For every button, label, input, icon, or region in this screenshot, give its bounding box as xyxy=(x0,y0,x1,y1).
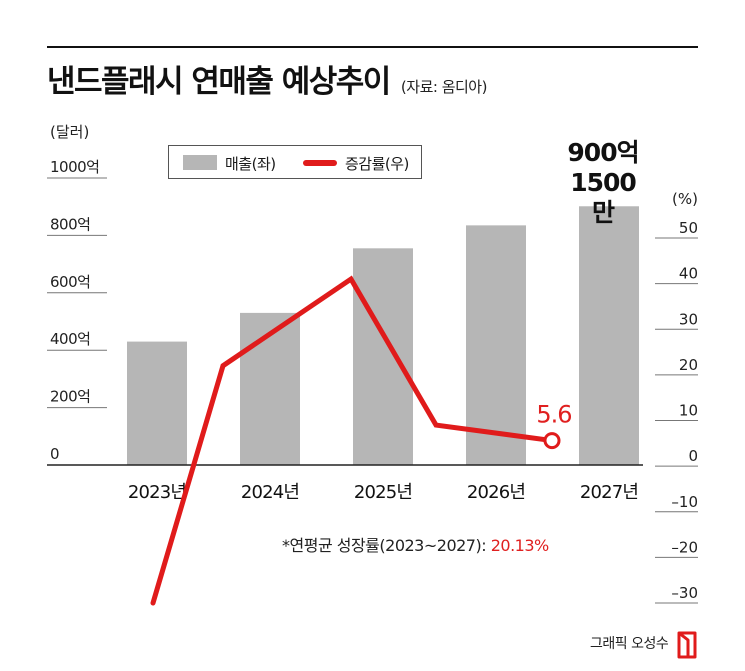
growth-line xyxy=(150,275,555,606)
right-tick-label: 20 xyxy=(679,356,698,374)
right-tick-label: 40 xyxy=(679,265,698,283)
growth-end-marker xyxy=(543,432,561,450)
right-tick-label: 30 xyxy=(679,310,698,328)
graphic-credit: 그래픽 오성수 xyxy=(590,636,669,652)
category-label: 2023년 xyxy=(128,482,186,503)
legend-bar-label: 매출(좌) xyxy=(225,155,276,173)
bar xyxy=(579,206,639,465)
right-tick-label: –10 xyxy=(671,493,698,511)
growth-note-prefix: *연평균 성장률(2023~2027): xyxy=(282,536,491,555)
chart-title: 낸드플래시 연매출 예상추이 xyxy=(47,64,391,100)
legend: 매출(좌) 증감률(우) xyxy=(168,145,422,179)
right-tick-label: 10 xyxy=(679,402,698,420)
bar xyxy=(240,312,300,465)
category-label: 2024년 xyxy=(241,482,299,503)
left-tick-label: 800억 xyxy=(50,215,90,233)
right-tick-label: –30 xyxy=(671,584,698,602)
left-tick-label: 1000억 xyxy=(50,158,99,176)
right-tick-label: 50 xyxy=(679,219,698,237)
left-tick-label: 200억 xyxy=(50,388,90,406)
highlight-line-2: 1500만 xyxy=(570,168,637,227)
right-axis-unit: (%) xyxy=(672,190,698,208)
bar xyxy=(127,341,187,465)
left-tick-label: 0 xyxy=(50,445,59,463)
axes-layer: 0 200억 400억 600억 800억 1000억 (달러) 2023년 2024년 2025… xyxy=(47,123,698,604)
growth-note: *연평균 성장률(2023~2027): 20.13% xyxy=(282,532,549,556)
title-row: 낸드플래시 연매출 예상추이 (자료: 옴디아) xyxy=(47,56,487,101)
publisher-logo-icon xyxy=(677,631,697,659)
bar xyxy=(353,248,413,465)
highlight-value-label: 900억 1500만 xyxy=(560,138,646,228)
left-axis-unit: (달러) xyxy=(50,123,89,141)
bar xyxy=(466,225,526,465)
left-tick-label: 600억 xyxy=(50,273,90,291)
line-layer xyxy=(150,275,561,606)
growth-note-value: 20.13% xyxy=(490,536,550,555)
bars-layer xyxy=(127,206,639,465)
legend-line-label: 증감률(우) xyxy=(345,155,409,173)
legend-bar-swatch xyxy=(183,155,217,170)
left-tick-label: 400억 xyxy=(50,330,90,348)
highlight-line-1: 900억 xyxy=(567,138,639,167)
growth-data-label: 5.6 xyxy=(536,401,571,429)
labels-layer: 5.6 xyxy=(536,401,572,429)
category-label: 2026년 xyxy=(467,482,525,503)
right-tick-label: –20 xyxy=(671,538,698,556)
chart-source: (자료: 옴디아) xyxy=(400,78,488,96)
category-label: 2027년 xyxy=(580,482,638,503)
legend-line-swatch xyxy=(303,160,337,166)
category-label: 2025년 xyxy=(354,482,412,503)
right-tick-label: 0 xyxy=(688,447,698,465)
